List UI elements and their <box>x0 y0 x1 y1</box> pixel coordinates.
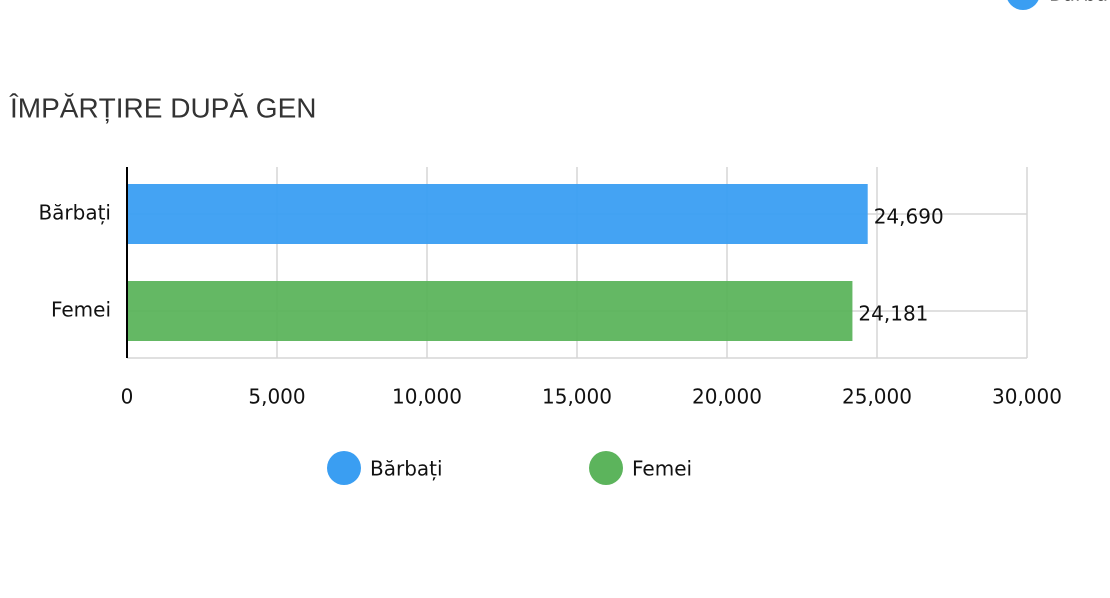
x-tick-label: 20,000 <box>692 385 762 409</box>
legend-swatch <box>1007 0 1039 10</box>
legend-label: Bărbați <box>370 457 443 481</box>
data-label: 24,690 <box>874 205 944 229</box>
chart-title: ÎMPĂRȚIRE DUPĂ GEN <box>9 92 316 123</box>
y-tick-label: Bărbați <box>38 201 111 225</box>
x-tick-label: 10,000 <box>392 385 462 409</box>
legend-swatch <box>589 451 623 485</box>
bar <box>127 184 868 244</box>
legend-swatch <box>327 451 361 485</box>
bar <box>127 281 853 341</box>
x-tick-label: 5,000 <box>248 385 305 409</box>
legend-label: Bărbați <box>1049 0 1110 6</box>
legend-label: Femei <box>632 457 692 481</box>
x-tick-label: 0 <box>121 385 134 409</box>
data-label: 24,181 <box>858 302 928 326</box>
x-tick-label: 25,000 <box>842 385 912 409</box>
x-tick-label: 30,000 <box>992 385 1062 409</box>
y-tick-label: Femei <box>51 298 111 322</box>
x-tick-label: 15,000 <box>542 385 612 409</box>
